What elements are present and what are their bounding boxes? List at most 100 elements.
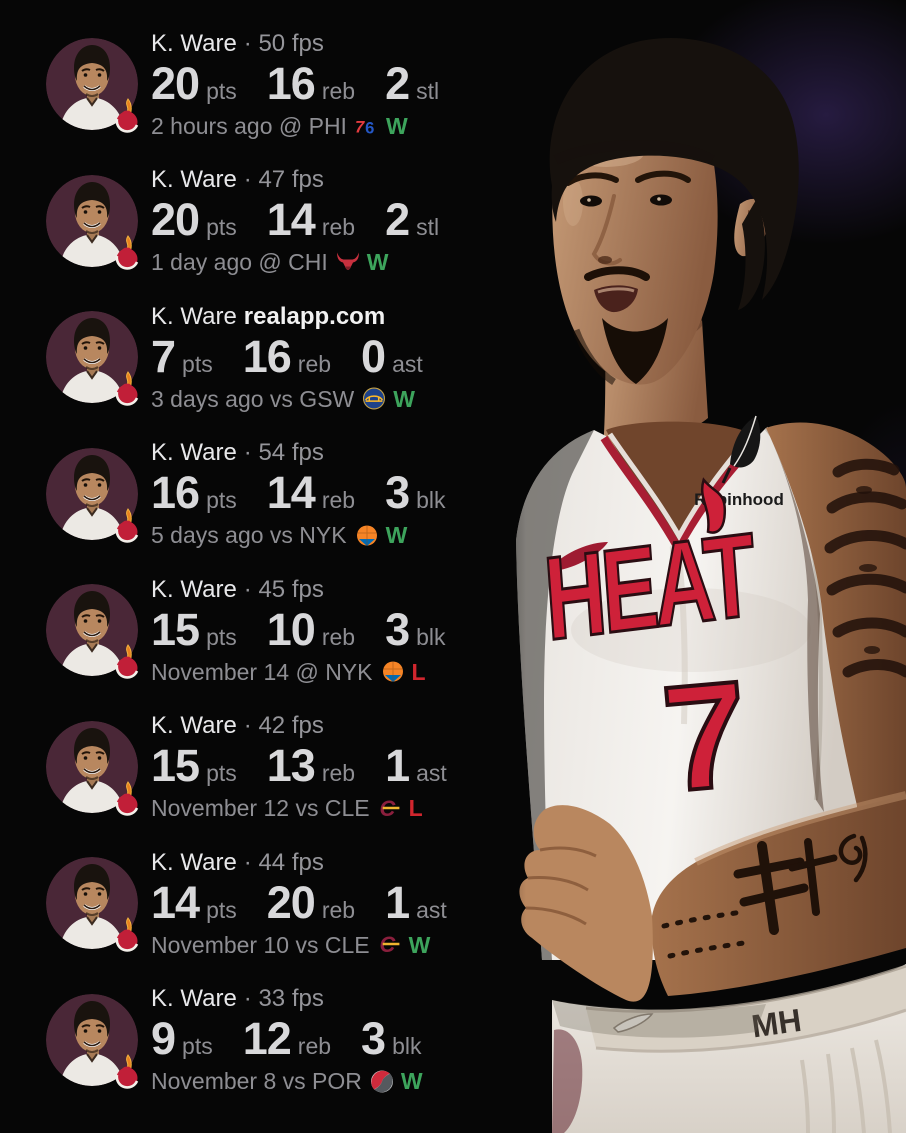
stat-value: 16 [151, 467, 200, 519]
game-meta: November 14 @ NYK L [151, 658, 446, 686]
stat-value: 2 [385, 57, 410, 109]
player-avatar[interactable] [46, 174, 139, 270]
player-avatar[interactable] [46, 311, 139, 406]
game-log-row[interactable]: K. Ware · 50 fps 20 pts 16 reb 2 stl 2 hours… [0, 16, 480, 153]
heat-logo-badge [110, 1053, 144, 1090]
stat-line: 7 pts 16 reb 0 ast [151, 330, 423, 382]
stat-value: 20 [266, 876, 316, 928]
cavaliers-logo: C [378, 797, 402, 820]
stat-line: 9 pts 12 reb 3 blk [151, 1014, 423, 1064]
row-header: K. Ware · 50 fps [151, 29, 439, 58]
player-photo-illustration: Robinhood HEAT 7 [456, 0, 906, 1133]
player-avatar[interactable] [46, 857, 139, 952]
player-fps: · 42 fps [243, 712, 324, 740]
stat-rebounds: 16 reb [267, 58, 355, 109]
player-name: K. Ware [151, 712, 237, 740]
player-name: K. Ware [151, 29, 237, 57]
game-meta: November 12 vs CLE C L [151, 794, 447, 822]
player-fps: · 47 fps [243, 166, 324, 194]
player-headshot [46, 993, 138, 1086]
game-result: L [408, 795, 423, 822]
stat-label: pts [206, 77, 237, 104]
player-fps: · 45 fps [243, 575, 324, 603]
stat-value: 1 [385, 740, 410, 792]
game-log-row[interactable]: K. Ware · 54 fps 16 pts 14 reb 3 blk 5 days … [0, 426, 480, 563]
row-header: K. Ware · 47 fps [151, 165, 439, 194]
stat-rebounds: 10 reb [267, 604, 356, 655]
game-meta: 3 days ago vs GSW W [151, 385, 423, 413]
game-result: W [408, 931, 431, 958]
jersey-number: 7 [657, 649, 755, 824]
game-result: W [385, 112, 408, 139]
game-matchup: November 10 vs CLE [151, 931, 370, 958]
player-name: K. Ware [151, 439, 237, 467]
row-header: K. Ware · 45 fps [151, 575, 446, 604]
game-log-row[interactable]: K. Ware · 47 fps 20 pts 14 reb 2 stl 1 day a… [0, 153, 480, 290]
game-log-content: K. Ware · 47 fps 20 pts 14 reb 2 stl 1 day a… [151, 165, 439, 276]
heat-logo-badge [110, 780, 144, 817]
stat-points: 20 pts [151, 195, 237, 245]
stat-extra: 2 stl [385, 195, 439, 245]
game-log-row[interactable]: K. Ware realapp.com 7 pts 16 reb 0 ast 3 day… [0, 289, 480, 426]
stat-value: 14 [266, 467, 316, 519]
stat-points: 14 pts [151, 877, 237, 928]
game-matchup: November 8 vs POR [151, 1068, 362, 1095]
stat-label: pts [206, 760, 237, 787]
stat-line: 15 pts 10 reb 3 blk [151, 604, 446, 655]
waistband-logo: MH [749, 1002, 803, 1045]
stat-extra: 1 ast [385, 741, 447, 791]
stat-label: reb [321, 760, 356, 787]
player-headshot [46, 174, 138, 267]
player-avatar[interactable] [46, 993, 139, 1089]
stat-label: reb [321, 623, 356, 650]
stat-value: 15 [151, 740, 200, 792]
row-header: K. Ware · 54 fps [151, 438, 446, 467]
stat-label: pts [206, 623, 237, 650]
player-fps: · 33 fps [243, 985, 324, 1013]
stat-label: pts [182, 1033, 213, 1060]
player-avatar[interactable] [46, 447, 139, 543]
player-avatar[interactable] [46, 584, 139, 679]
stat-extra: 3 blk [361, 1014, 421, 1064]
row-header: K. Ware realapp.com [151, 302, 423, 331]
stat-label: blk [416, 487, 446, 514]
stat-value: 14 [266, 194, 316, 246]
game-log-row[interactable]: K. Ware · 42 fps 15 pts 13 reb 1 ast Novembe… [0, 699, 480, 836]
stat-value: 1 [385, 876, 410, 928]
game-log-content: K. Ware · 54 fps 16 pts 14 reb 3 blk 5 days … [151, 438, 446, 549]
blazers-logo [370, 1070, 394, 1093]
stat-label: stl [416, 77, 440, 104]
stat-value: 3 [361, 1013, 386, 1065]
game-log-row[interactable]: K. Ware · 33 fps 9 pts 12 reb 3 blk November… [0, 972, 480, 1109]
stat-points: 9 pts [151, 1014, 213, 1064]
game-log-content: K. Ware · 42 fps 15 pts 13 reb 1 ast Novembe… [151, 711, 447, 822]
player-photo: Robinhood HEAT 7 [456, 0, 906, 1133]
heat-logo-badge [110, 644, 144, 680]
game-log-row[interactable]: K. Ware · 45 fps 15 pts 10 reb 3 blk Novembe… [0, 562, 480, 699]
stat-value: 7 [151, 330, 176, 382]
player-headshot [46, 311, 138, 404]
player-name: K. Ware [151, 985, 237, 1013]
player-headshot [46, 857, 138, 950]
stat-label: ast [416, 760, 447, 787]
nike-swoosh-icon [552, 542, 608, 570]
stat-value: 13 [266, 740, 316, 792]
svg-text:6: 6 [365, 119, 374, 138]
forearm-tattoos [661, 833, 868, 959]
player-name: K. Ware [151, 166, 237, 194]
stat-label: reb [297, 350, 332, 377]
player-headshot [46, 38, 138, 131]
stat-label: blk [392, 1033, 422, 1060]
shoulder-tattoos [824, 458, 906, 678]
shorts-waistband [586, 966, 906, 1052]
game-meta: 5 days ago vs NYK W [151, 521, 446, 549]
game-log-row[interactable]: K. Ware · 44 fps 14 pts 20 reb 1 ast Novembe… [0, 835, 480, 972]
player-avatar[interactable] [46, 720, 139, 816]
stat-rebounds: 20 reb [266, 876, 355, 928]
flame-icon [701, 477, 727, 534]
heat-logo-badge [110, 507, 144, 544]
stat-label: pts [206, 214, 237, 241]
stat-rebounds: 13 reb [267, 741, 355, 791]
player-avatar[interactable] [46, 38, 139, 133]
